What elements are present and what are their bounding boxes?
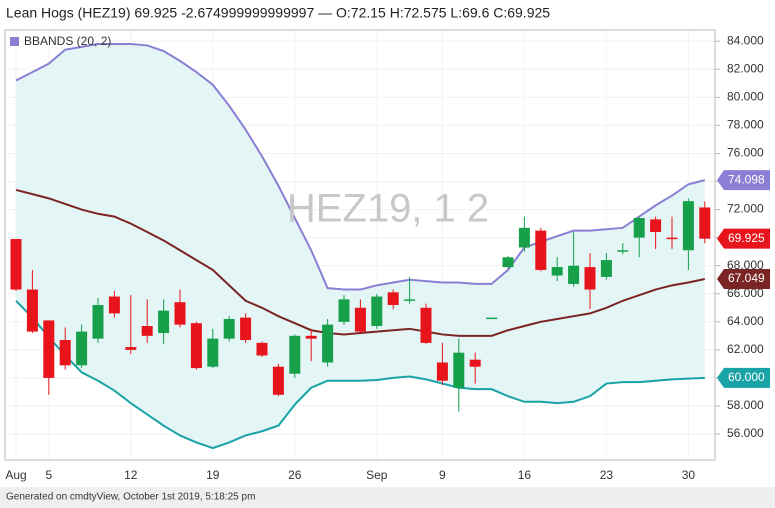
price-tag-label: 69.925 xyxy=(728,231,765,245)
price-tag-label: 74.098 xyxy=(728,172,765,186)
candle-body xyxy=(223,319,235,339)
y-tick-label: 68.000 xyxy=(727,258,764,272)
candle-body xyxy=(158,310,170,334)
candle-body xyxy=(535,230,547,270)
x-tick-label: Aug xyxy=(5,468,26,482)
y-tick-label: 62.000 xyxy=(727,342,764,356)
candle-body xyxy=(453,352,465,388)
y-tick-label: 84.000 xyxy=(727,33,764,47)
x-tick-label: 19 xyxy=(206,468,220,482)
footer-bar xyxy=(0,487,775,508)
y-tick-label: 82.000 xyxy=(727,61,764,75)
candle-body xyxy=(10,239,22,290)
price-tag xyxy=(717,269,770,290)
footer: Generated on cmdtyView, October 1st 2019… xyxy=(6,492,255,503)
price-tag xyxy=(717,170,770,191)
candle-body xyxy=(141,326,153,336)
candle-body xyxy=(305,335,317,339)
x-tick-label: 5 xyxy=(45,468,52,482)
plot-frame xyxy=(4,29,716,461)
candle-body xyxy=(568,265,580,284)
x-tick-label: 26 xyxy=(288,468,302,482)
candle-body xyxy=(59,340,71,366)
candle-body xyxy=(272,366,284,395)
candle-body xyxy=(174,302,186,325)
candle-body xyxy=(436,362,448,381)
candle-body xyxy=(404,299,416,301)
y-tick-label: 58.000 xyxy=(727,398,764,412)
candle-body xyxy=(551,267,563,276)
candle-body xyxy=(338,299,350,322)
candle-body xyxy=(76,331,88,366)
candle-body xyxy=(354,307,366,332)
candle-body xyxy=(469,359,481,367)
candle-body xyxy=(125,347,137,350)
y-tick-label: 64.000 xyxy=(727,314,764,328)
candle-body xyxy=(699,207,711,239)
band-upper-line xyxy=(15,43,706,291)
candle-body xyxy=(650,219,662,233)
candle-body xyxy=(43,320,55,378)
x-tick-label: 23 xyxy=(600,468,614,482)
candle-body xyxy=(502,257,514,268)
candle-body xyxy=(666,237,678,240)
candle-body xyxy=(682,201,694,251)
plot-area xyxy=(5,30,715,460)
x-tick-label: 16 xyxy=(518,468,532,482)
candle-body xyxy=(600,260,612,277)
candle-body xyxy=(387,292,399,305)
price-tag-label: 67.049 xyxy=(728,271,765,285)
candle-body xyxy=(420,307,432,343)
candle-body xyxy=(256,342,268,356)
candle-body xyxy=(92,304,104,339)
price-tag-label: 60.000 xyxy=(728,370,765,384)
candle-body xyxy=(240,317,252,341)
candle-body xyxy=(584,267,596,290)
candle-body xyxy=(633,217,645,238)
price-tag xyxy=(717,367,770,388)
candle-body xyxy=(289,335,301,374)
x-tick-label: Sep xyxy=(366,468,388,482)
candle-body xyxy=(518,227,530,248)
band-lower-line xyxy=(15,300,705,450)
y-tick-label: 78.000 xyxy=(727,118,764,132)
candle-body xyxy=(371,296,383,327)
candle-body xyxy=(108,296,120,314)
legend-swatch xyxy=(10,37,19,46)
chart-title: Lean Hogs (HEZ19) 69.925 -2.674999999999… xyxy=(6,5,550,21)
price-tag xyxy=(717,228,770,249)
y-tick-label: 66.000 xyxy=(727,286,764,300)
watermark: HEZ19, 1 2 xyxy=(287,187,489,231)
candle-body xyxy=(26,289,38,332)
candle-body xyxy=(486,317,498,320)
y-tick-label: 56.000 xyxy=(727,426,764,440)
candle-body xyxy=(190,323,202,369)
y-tick-label: 76.000 xyxy=(727,146,764,160)
candle-body xyxy=(322,324,334,363)
candle-body xyxy=(617,250,629,252)
legend-label: BBANDS (20, 2) xyxy=(24,34,111,48)
x-tick-label: 30 xyxy=(682,468,696,482)
candle-body xyxy=(207,338,219,367)
x-tick-label: 12 xyxy=(124,468,138,482)
y-tick-label: 72.000 xyxy=(727,202,764,216)
band-fill xyxy=(16,44,705,449)
y-tick-label: 80.000 xyxy=(727,90,764,104)
x-tick-label: 9 xyxy=(439,468,446,482)
